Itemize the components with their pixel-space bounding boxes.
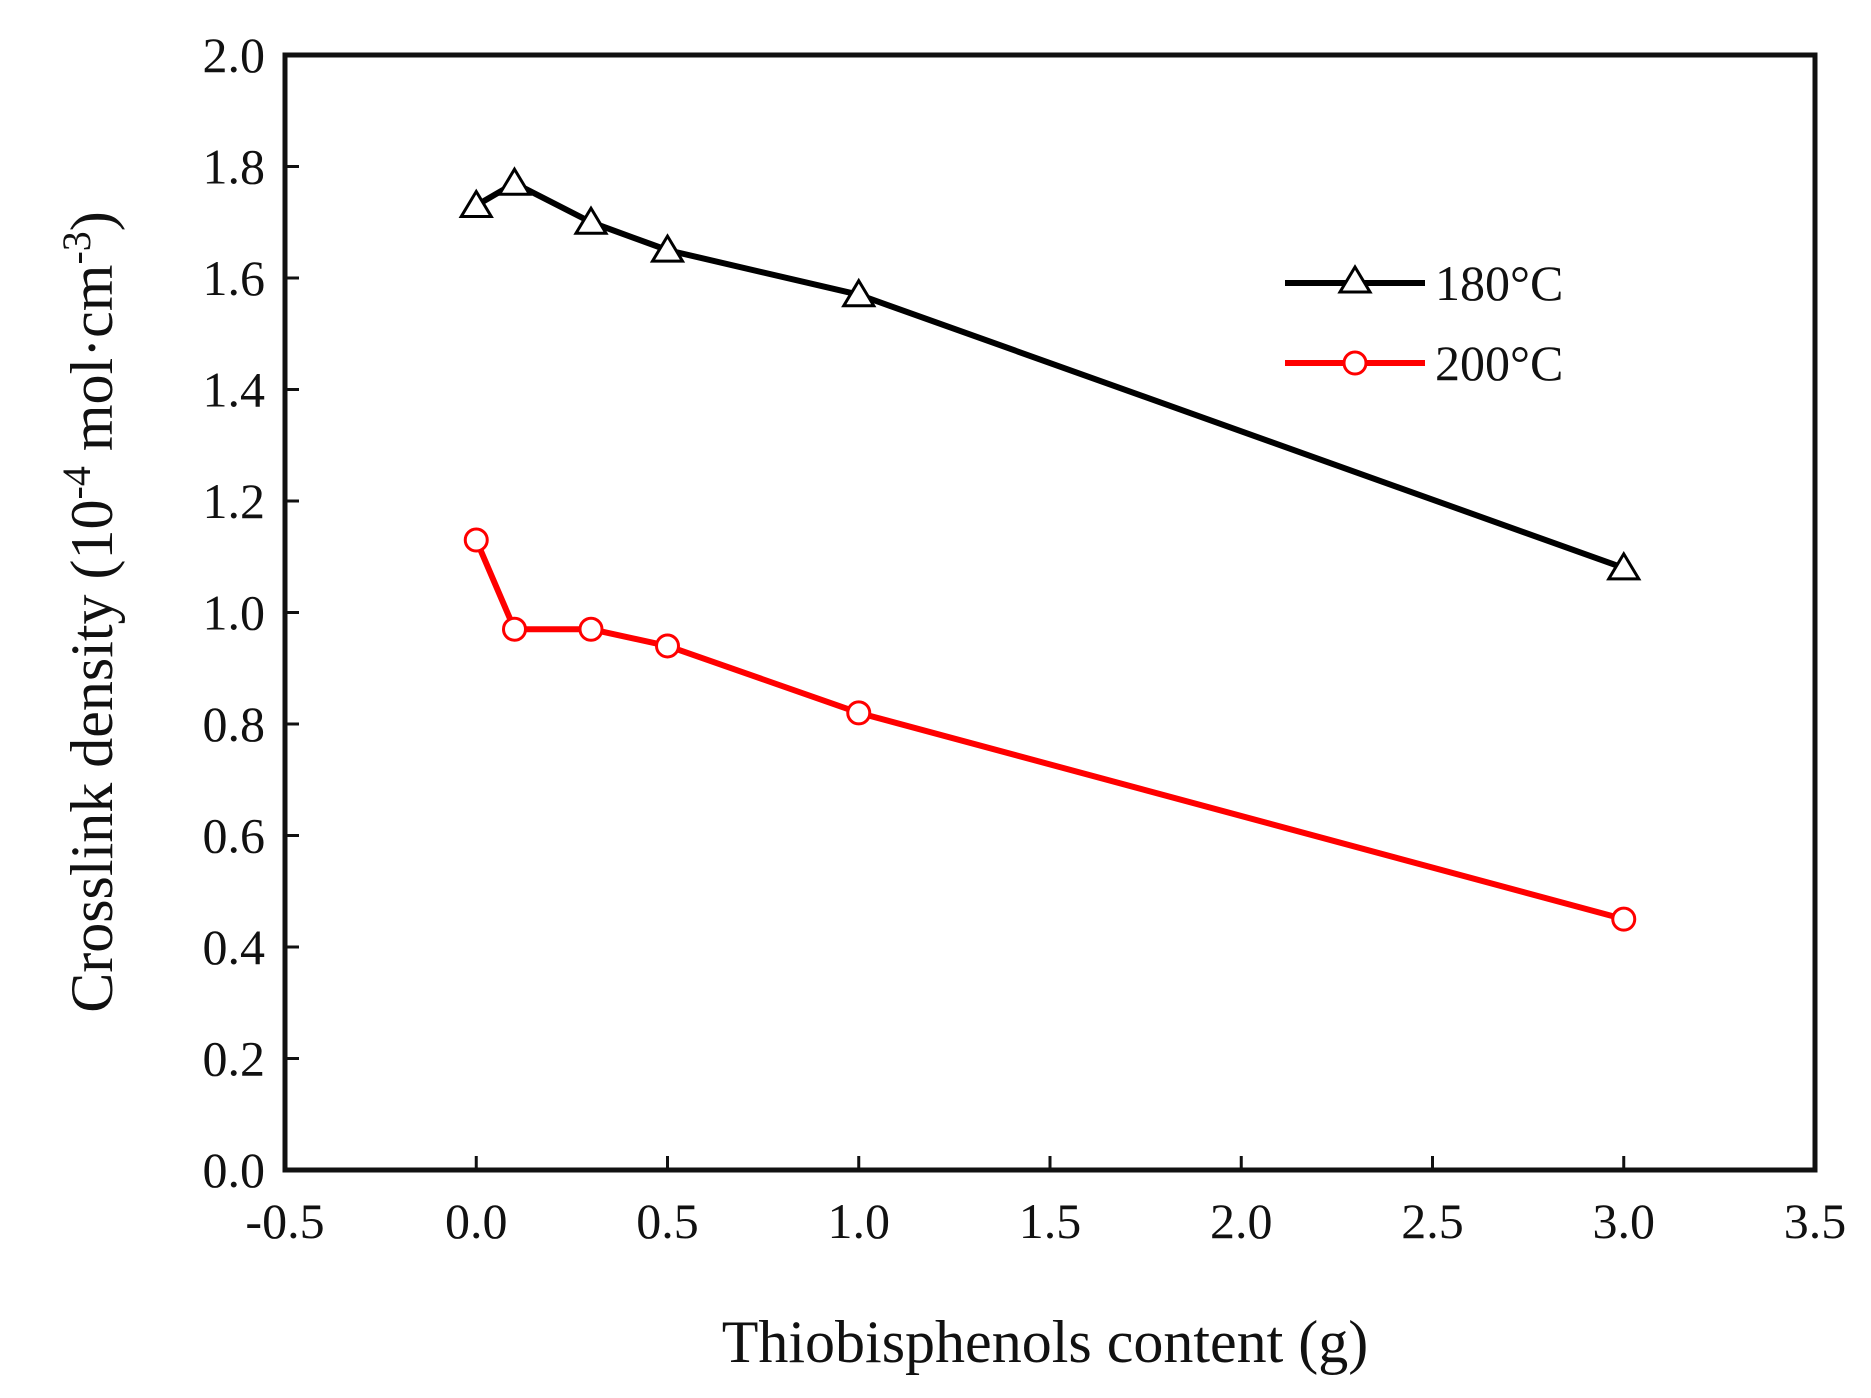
legend-marker-200 [1342, 350, 1368, 376]
data-point-marker [502, 616, 527, 642]
y-tick-label: 0.6 [203, 808, 266, 864]
plot-frame [282, 52, 1818, 1173]
y-tick-label: 1.2 [203, 473, 266, 529]
data-point-marker [458, 188, 494, 219]
data-point-marker [841, 277, 877, 308]
y-axis-title: Crosslink density (10-4 mol·cm-3) [54, 211, 126, 1013]
series-markers [458, 166, 1642, 932]
data-point-marker [463, 527, 489, 553]
legend-marker-180 [1337, 264, 1373, 294]
y-tick-label: 1.4 [203, 362, 266, 418]
legend: 180°C 200°C [1285, 255, 1563, 391]
axis-ticks: -0.5 0.0 0.5 1.0 1.5 2.0 2.5 3.0 3.50.00.20.40.6… [203, 27, 1847, 1249]
x-tick-label: -0.5 [245, 1193, 324, 1249]
y-axis-title-end: ) [59, 211, 125, 231]
x-axis-title: Thiobisphenols content (g) [722, 1309, 1369, 1375]
y-tick-label: 0.4 [203, 919, 266, 975]
x-tick-label: 3.0 [1593, 1193, 1656, 1249]
y-tick-label: 0.2 [203, 1031, 266, 1087]
y-tick-label: 1.8 [203, 139, 266, 195]
x-tick-label: 2.0 [1210, 1193, 1273, 1249]
data-point-marker [655, 633, 680, 659]
x-tick-label: 3.5 [1784, 1193, 1847, 1249]
y-axis-title-exponent-1: -4 [54, 466, 99, 499]
data-point-marker [1611, 906, 1637, 932]
y-tick-label: 0.0 [203, 1142, 266, 1198]
data-point-marker [573, 205, 609, 235]
y-axis-title-main: Crosslink density (10 [59, 499, 125, 1012]
data-point-marker [846, 700, 872, 726]
data-point-marker [649, 233, 686, 263]
y-tick-label: 2.0 [203, 27, 266, 83]
x-tick-label: 2.5 [1401, 1193, 1464, 1249]
y-axis-title-exponent-2: -3 [54, 231, 99, 264]
legend-label-200: 200°C [1435, 335, 1563, 391]
x-tick-label: 1.5 [1019, 1193, 1082, 1249]
y-tick-label: 1.6 [203, 250, 266, 306]
y-tick-label: 1.0 [203, 585, 266, 641]
data-point-marker [496, 166, 533, 196]
y-tick-label: 0.8 [203, 696, 266, 752]
data-point-marker [1606, 550, 1642, 581]
x-tick-label: 1.0 [828, 1193, 891, 1249]
x-tick-label: 0.0 [445, 1193, 508, 1249]
y-axis-title-mid: mol·cm [59, 265, 125, 467]
x-tick-label: 0.5 [636, 1193, 699, 1249]
data-point-marker [578, 616, 604, 642]
series-line-1 [473, 538, 1625, 923]
legend-label-180: 180°C [1435, 255, 1563, 311]
